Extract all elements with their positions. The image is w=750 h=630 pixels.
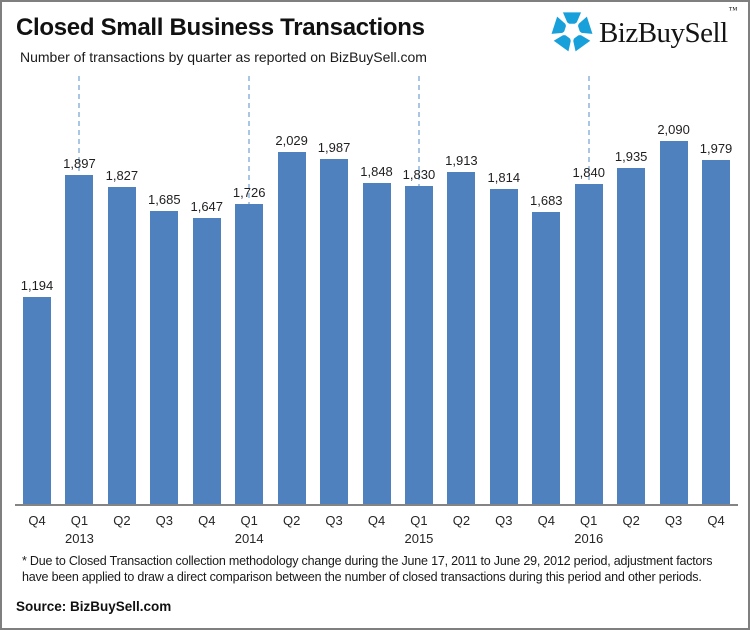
x-axis-line: [15, 504, 738, 506]
bar: [659, 141, 688, 505]
x-axis-tick-label: Q2: [622, 513, 640, 528]
x-axis-tick-label: Q1: [240, 513, 258, 528]
bar: [702, 160, 731, 505]
trademark-symbol: ™: [728, 5, 738, 15]
bar: [192, 218, 221, 505]
year-divider-line: [248, 76, 251, 204]
bar: [574, 184, 603, 505]
bar-value-label: 1,814: [487, 170, 521, 185]
x-axis-tick-label: Q1: [70, 513, 89, 528]
bar-value-label: 1,913: [445, 153, 478, 168]
x-axis-tick-label: Q2: [282, 513, 301, 528]
bar: [532, 212, 561, 505]
x-axis-tick-label: Q3: [664, 513, 683, 528]
bar-value-label: 1,683: [529, 193, 563, 208]
x-axis-tick-label: Q3: [495, 513, 513, 528]
bar-value-label: 2,090: [657, 122, 690, 137]
bar: [617, 168, 646, 505]
bar: [23, 297, 51, 505]
chart-subtitle: Number of transactions by quarter as rep…: [20, 49, 427, 65]
bar-value-label: 1,830: [402, 167, 436, 182]
year-divider-line: [587, 76, 590, 184]
bar-value-label: 1,897: [63, 156, 96, 171]
bar: [489, 189, 518, 505]
bar-value-label: 1,827: [105, 168, 139, 183]
bar-value-label: 1,979: [699, 141, 733, 156]
x-axis-year-label: 2013: [64, 531, 94, 546]
x-axis-tick-label: Q4: [367, 513, 386, 528]
page-title: Closed Small Business Transactions: [16, 14, 425, 41]
bar: [404, 186, 433, 505]
x-axis-tick-label: Q3: [155, 513, 173, 528]
bar-value-label: 1,935: [614, 149, 648, 164]
bar: [150, 211, 179, 505]
x-axis-tick-label: Q2: [113, 513, 131, 528]
x-axis-tick-label: Q4: [198, 513, 216, 528]
x-axis-year-label: 2016: [574, 531, 604, 546]
x-axis-tick-label: Q1: [580, 513, 598, 528]
x-axis-tick-label: Q4: [707, 513, 725, 528]
bar-value-label: 2,029: [275, 133, 308, 148]
bar-value-label: 1,685: [148, 192, 181, 207]
logo-wordmark: BizBuySell™: [598, 5, 738, 49]
year-divider-line: [78, 76, 81, 175]
x-axis-year-label: 2015: [404, 531, 434, 546]
x-axis-tick-label: Q4: [28, 513, 46, 528]
x-axis-tick-label: Q4: [537, 513, 555, 528]
bar: [107, 187, 136, 505]
bizbuysell-pinwheel-icon: [550, 9, 594, 58]
bar: [362, 183, 391, 505]
bar-value-label: 1,848: [360, 164, 393, 179]
bar-value-label: 1,647: [190, 199, 224, 214]
bizbuysell-logo: BizBuySell™: [550, 5, 738, 58]
bar-value-label: 1,840: [572, 165, 605, 180]
bar-value-label: 1,726: [232, 185, 266, 200]
x-axis-tick-label: Q1: [410, 513, 428, 528]
bar: [277, 152, 306, 505]
x-axis-year-label: 2014: [234, 531, 264, 546]
bar: [235, 204, 264, 505]
methodology-footnote: * Due to Closed Transaction collection m…: [22, 554, 713, 584]
bar: [447, 172, 476, 505]
bar: [65, 175, 94, 505]
bar-value-label: 1,987: [317, 140, 351, 155]
bar-value-label: 1,194: [20, 278, 54, 293]
source-line: Source: BizBuySell.com: [16, 599, 172, 614]
x-axis-tick-label: Q2: [452, 513, 471, 528]
year-divider-line: [417, 76, 420, 186]
bar: [320, 159, 349, 505]
x-axis-tick-label: Q3: [325, 513, 343, 528]
